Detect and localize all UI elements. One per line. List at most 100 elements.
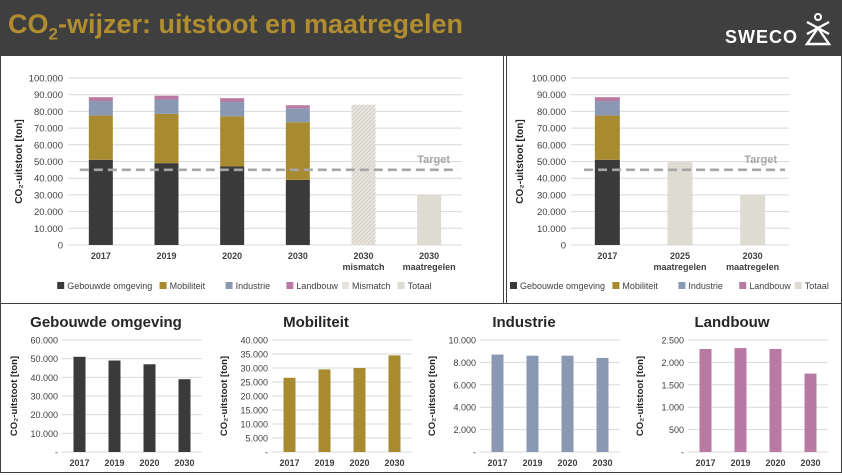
y-tick-label: 0 <box>58 241 63 252</box>
legend-swatch <box>739 282 747 289</box>
chart-title: Gebouwde omgeving <box>30 314 182 331</box>
legend-swatch <box>225 282 233 289</box>
y-tick-label: 40.000 <box>240 336 268 346</box>
bar <box>388 355 401 452</box>
legend-label: Industrie <box>688 281 723 291</box>
y-axis-label: CO₂-uitstoot [ton] <box>9 356 20 436</box>
x-tick-label: 2030 <box>419 251 439 261</box>
x-tick-label: 2019 <box>522 458 542 468</box>
bar-segment <box>285 179 310 245</box>
bar-segment <box>154 95 179 100</box>
bar <box>353 368 366 452</box>
landbouw-chart: Landbouw - 500 1.000 1.500 2.000 2.500 CO₂-uits… <box>635 314 828 468</box>
chart-title: Industrie <box>492 314 555 331</box>
y-tick-label: 25.000 <box>240 378 268 388</box>
page-title: CO2-wijzer: uitstoot en maatregelen <box>8 9 463 44</box>
y-tick-label: 20.000 <box>537 207 566 218</box>
gebouwde-chart: Gebouwde omgeving - 10.000 20.000 30.000 40.0… <box>9 314 202 468</box>
y-tick-label: 100.000 <box>532 74 566 85</box>
y-tick-label: 50.000 <box>537 157 566 168</box>
bar <box>561 355 574 452</box>
legend-label: Gebouwde omgeving <box>520 281 605 291</box>
bar-segment <box>220 166 245 245</box>
y-tick-label: 0 <box>561 241 566 252</box>
y-tick-label: 100.000 <box>29 74 63 85</box>
y-tick-label: 10.000 <box>537 224 566 235</box>
y-tick-label: 80.000 <box>34 107 63 118</box>
bar <box>526 355 539 452</box>
y-axis-label: CO₂-uitstoot [ton] <box>635 356 646 436</box>
bar <box>178 379 191 452</box>
y-tick-label: 70.000 <box>34 124 63 135</box>
legend-label: Totaal <box>408 281 432 291</box>
y-tick-label: 30.000 <box>30 392 58 402</box>
legend-label: Mobiliteit <box>622 281 658 291</box>
bar-segment <box>740 194 766 245</box>
bar-segment <box>285 122 310 180</box>
x-tick-label: 2030 <box>800 458 820 468</box>
legend-swatch <box>510 282 517 289</box>
y-tick-label: 30.000 <box>240 364 268 374</box>
y-tick-label: - <box>265 448 268 458</box>
y-tick-label: 1.500 <box>661 380 684 390</box>
bar-segment <box>154 99 179 114</box>
legend-swatch <box>794 282 802 289</box>
x-tick-label: 2019 <box>104 458 124 468</box>
x-tick-label: 2020 <box>222 251 242 261</box>
x-tick-label: mismatch <box>342 262 384 272</box>
y-tick-label: 80.000 <box>537 107 566 118</box>
legend-swatch <box>678 282 686 289</box>
y-tick-label: 60.000 <box>34 140 63 151</box>
y-tick-label: 5.000 <box>245 434 268 444</box>
panel-divider <box>506 56 507 304</box>
bar-segment <box>594 101 620 116</box>
x-tick-label: 2019 <box>730 458 750 468</box>
mobiliteit-chart: Mobiliteit - 5.000 10.000 15.000 20.000 25.000… <box>219 314 412 468</box>
y-tick-label: 8.000 <box>453 358 476 368</box>
x-tick-label: 2030 <box>353 251 373 261</box>
x-tick-label: 2017 <box>279 458 299 468</box>
x-tick-label: 2030 <box>174 458 194 468</box>
legend-label: Mismatch <box>352 281 391 291</box>
bar-segment <box>154 163 179 245</box>
y-tick-label: 1.000 <box>661 403 684 413</box>
title-prefix: CO <box>8 9 49 39</box>
bar-segment <box>351 104 376 245</box>
target-label: Target <box>744 154 777 166</box>
industrie-chart: Industrie - 2.000 4.000 6.000 8.000 10.000 CO₂-… <box>427 314 620 468</box>
bar <box>73 356 86 452</box>
y-tick-label: 10.000 <box>30 429 58 439</box>
bar-segment <box>220 98 245 103</box>
x-tick-label: 2020 <box>139 458 159 468</box>
legend-swatch <box>612 282 620 289</box>
legend-label: Mobiliteit <box>170 281 206 291</box>
x-tick-label: maatregelen <box>726 262 779 272</box>
y-tick-label: 500 <box>669 425 684 435</box>
title-subscript: 2 <box>48 24 58 44</box>
y-tick-label: 90.000 <box>34 90 63 101</box>
bar-segment <box>154 113 179 164</box>
y-axis-label: CO₂-uitstoot [ton] <box>14 119 25 203</box>
y-tick-label: 20.000 <box>34 207 63 218</box>
x-tick-label: 2025 <box>670 251 690 261</box>
bar <box>734 348 747 452</box>
y-tick-label: 35.000 <box>240 350 268 360</box>
legend-swatch <box>286 282 294 289</box>
y-tick-label: - <box>55 448 58 458</box>
y-axis-label: CO₂-uitstoot [ton] <box>515 119 526 203</box>
sweco-figure-icon <box>804 13 832 46</box>
x-tick-label: 2020 <box>765 458 785 468</box>
bar <box>804 373 817 452</box>
x-tick-label: 2020 <box>557 458 577 468</box>
bar-segment <box>220 102 245 117</box>
legend-swatch <box>342 282 349 289</box>
y-tick-label: 30.000 <box>34 190 63 201</box>
x-tick-label: 2017 <box>487 458 507 468</box>
y-tick-label: 10.000 <box>448 336 476 346</box>
panel-divider <box>503 56 504 304</box>
section-divider <box>0 303 842 304</box>
y-tick-label: 4.000 <box>453 403 476 413</box>
x-tick-label: 2017 <box>695 458 715 468</box>
x-tick-label: 2017 <box>597 251 617 261</box>
x-tick-label: 2030 <box>743 251 763 261</box>
